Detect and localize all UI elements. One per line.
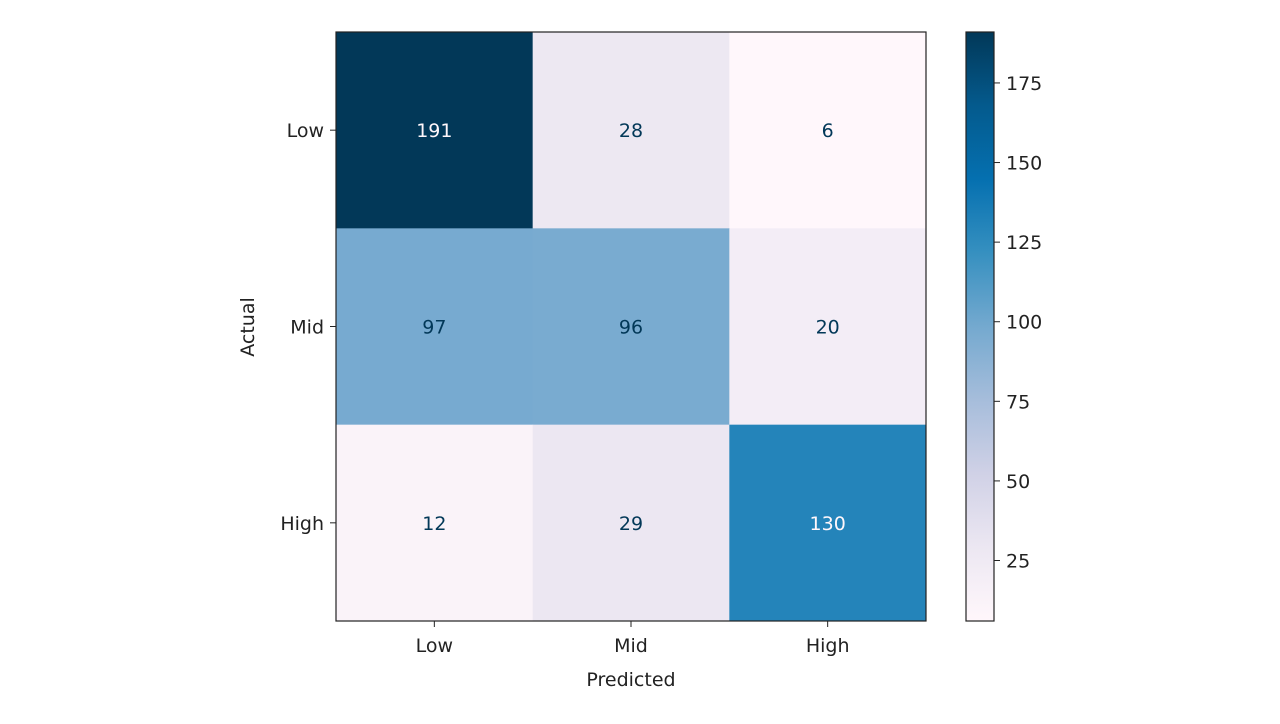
colorbar bbox=[965, 31, 995, 622]
heatmap-cell bbox=[336, 32, 534, 229]
colorbar-tick-label: 25 bbox=[1006, 551, 1030, 573]
heatmap-cell bbox=[532, 32, 730, 229]
heatmap-cell bbox=[729, 32, 927, 229]
colorbar-ticks: 25 50 75 100 125 150 175 bbox=[994, 73, 1042, 573]
colorbar-tick-label: 75 bbox=[1006, 391, 1030, 413]
y-axis-label: Actual bbox=[237, 297, 259, 357]
colorbar-tick-label: 175 bbox=[1006, 73, 1042, 95]
cell-value-label: 191 bbox=[416, 120, 452, 142]
x-tick-label: Mid bbox=[614, 635, 648, 657]
heatmap-cell bbox=[729, 228, 927, 426]
x-axis-ticks: Low Mid High bbox=[416, 621, 850, 657]
heatmap-cells: 191 28 6 97 96 20 12 29 130 bbox=[336, 32, 927, 622]
cell-value-label: 28 bbox=[619, 120, 643, 142]
cell-value-label: 130 bbox=[810, 513, 846, 535]
colorbar-tick-label: 50 bbox=[1006, 471, 1030, 493]
heatmap-cell bbox=[336, 228, 534, 426]
colorbar-tick-label: 125 bbox=[1006, 232, 1042, 254]
cell-value-label: 29 bbox=[619, 513, 643, 535]
heatmap-cell bbox=[729, 424, 927, 622]
cell-value-label: 12 bbox=[422, 513, 446, 535]
colorbar-tick-label: 100 bbox=[1006, 312, 1042, 334]
x-tick-label: High bbox=[806, 635, 850, 657]
heatmap-cell bbox=[336, 424, 534, 622]
y-tick-label: Low bbox=[287, 120, 324, 142]
heatmap-cell bbox=[532, 424, 730, 622]
cell-value-label: 20 bbox=[816, 317, 840, 339]
y-axis-ticks: Low Mid High bbox=[280, 120, 336, 535]
colorbar-tick-label: 150 bbox=[1006, 153, 1042, 175]
cell-value-label: 97 bbox=[422, 317, 446, 339]
y-tick-label: Mid bbox=[290, 317, 324, 339]
heatmap-cell bbox=[532, 228, 730, 426]
x-tick-label: Low bbox=[416, 635, 453, 657]
x-axis-label: Predicted bbox=[586, 669, 675, 691]
cell-value-label: 6 bbox=[822, 120, 834, 142]
y-tick-label: High bbox=[280, 513, 324, 535]
cell-value-label: 96 bbox=[619, 317, 643, 339]
